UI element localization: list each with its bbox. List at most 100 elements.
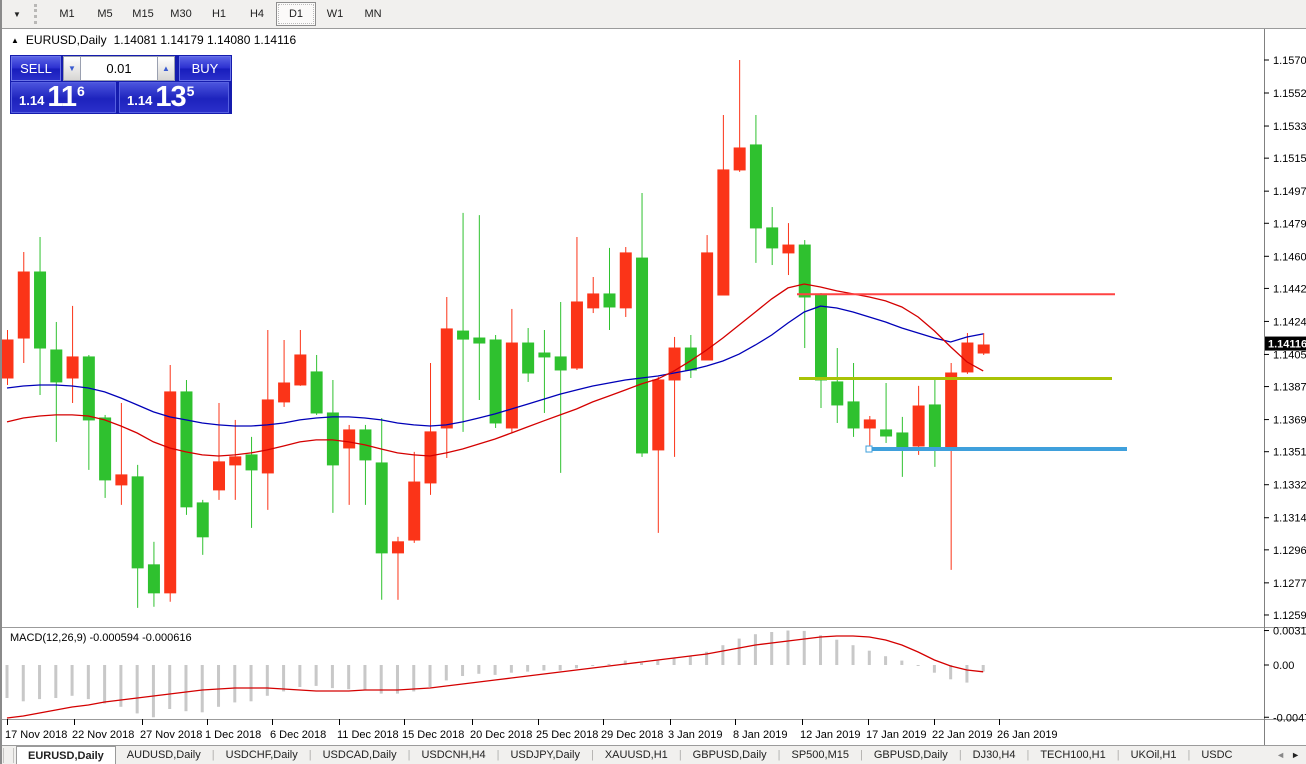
timeframe-button-w1[interactable]: W1 [326, 8, 344, 20]
price-axis-label: 1.15705 [1273, 55, 1306, 67]
tabbar-grip-handle[interactable] [3, 748, 14, 763]
date-axis-label[interactable]: 12 Jan 2019 [800, 729, 861, 741]
tab-audusd-daily[interactable]: AUDUSD,Daily [126, 749, 201, 761]
candle-body [570, 301, 583, 369]
tab-gbpusd-daily[interactable]: GBPUSD,Daily [873, 749, 948, 761]
scroll-tabs-right-icon[interactable]: ► [1291, 750, 1300, 760]
tab-eurusd-daily[interactable]: EURUSD,Daily [16, 746, 116, 764]
scroll-tabs-left-icon[interactable]: ◄ [1276, 750, 1286, 760]
tab-separator: | [678, 749, 682, 761]
macd-histogram-bar [86, 665, 90, 700]
chevron-up-icon: ▲ [162, 64, 170, 73]
tab-separator: | [1026, 749, 1030, 761]
date-axis-label[interactable]: 22 Jan 2019 [932, 729, 993, 741]
sell-price-prefix: 1.14 [19, 93, 45, 108]
volume-stepper: ▼ ▲ [63, 56, 175, 81]
candle-body [766, 227, 779, 249]
timeframe-button-m1[interactable]: M1 [59, 8, 75, 20]
candle-body [896, 432, 909, 449]
date-axis-label[interactable]: 11 Dec 2018 [337, 729, 399, 741]
price-axis-label: 1.12775 [1273, 578, 1306, 590]
date-axis-label[interactable]: 8 Jan 2019 [733, 729, 787, 741]
tab-tech100-h1[interactable]: TECH100,H1 [1040, 749, 1106, 761]
candle-body [636, 257, 649, 454]
candle-body [261, 399, 274, 474]
tab-usdc[interactable]: USDC [1201, 749, 1233, 761]
tab-separator: | [496, 749, 500, 761]
macd-histogram-bar [705, 651, 709, 665]
buy-button[interactable]: BUY [179, 56, 231, 81]
sell-price-display[interactable]: 1.14 11 6 [11, 82, 116, 113]
macd-histogram-bar [184, 665, 188, 712]
candle-body [17, 271, 30, 339]
date-axis-label[interactable]: 1 Dec 2018 [205, 729, 261, 741]
sell-button[interactable]: SELL [11, 56, 61, 81]
tab-gbpusd-daily[interactable]: GBPUSD,Daily [692, 749, 767, 761]
price-axis-label: 1.12595 [1273, 610, 1306, 622]
tab-xauusd-h1[interactable]: XAUUSD,H1 [604, 749, 668, 761]
candle-body [961, 342, 974, 373]
tab-separator: | [859, 749, 863, 761]
tab-scroll-buttons: ◄ ► [1276, 746, 1306, 764]
macd-histogram-bar [672, 658, 676, 665]
tab-dj30-h4[interactable]: DJ30,H4 [972, 749, 1016, 761]
macd-histogram-bar [770, 632, 774, 665]
chevron-down-icon: ▼ [68, 64, 76, 73]
chart-ohlc-values: 1.14081 1.14179 1.14080 1.14116 [113, 33, 297, 47]
timeframe-button-m5[interactable]: M5 [97, 8, 113, 20]
buy-price-display[interactable]: 1.14 13 5 [119, 82, 229, 113]
volume-increase-button[interactable]: ▲ [157, 56, 175, 81]
moving-average-fast [6, 283, 984, 457]
volume-decrease-button[interactable]: ▼ [63, 56, 81, 81]
toolbar-dropdown-button[interactable]: ▼ [4, 3, 30, 25]
candle-body [880, 429, 893, 437]
tab-usdcnh-h4[interactable]: USDCNH,H4 [421, 749, 486, 761]
date-axis-label[interactable]: 20 Dec 2018 [470, 729, 532, 741]
candle-body [375, 462, 388, 554]
tab-separator: | [407, 749, 411, 761]
candle-body [847, 401, 860, 429]
date-axis-label[interactable]: 17 Nov 2018 [5, 729, 67, 741]
price-axis-label: 1.13690 [1273, 415, 1306, 427]
candle-body [99, 417, 112, 481]
macd-histogram-bar [558, 665, 562, 671]
date-axis-label[interactable]: 27 Nov 2018 [140, 729, 202, 741]
candle-body [945, 372, 958, 451]
macd-histogram-bar [151, 665, 155, 718]
timeframe-button-d1[interactable]: D1 [276, 2, 316, 26]
timeframe-button-h1[interactable]: H1 [211, 8, 227, 20]
tab-separator: | [590, 749, 594, 761]
tab-usdcad-daily[interactable]: USDCAD,Daily [322, 749, 397, 761]
timeframe-button-m30[interactable]: M30 [170, 8, 192, 20]
tab-usdchf-daily[interactable]: USDCHF,Daily [225, 749, 298, 761]
candle-body [928, 404, 941, 449]
date-axis-label[interactable]: 3 Jan 2019 [668, 729, 722, 741]
tab-sp500-m15[interactable]: SP500,M15 [791, 749, 849, 761]
tab-usdjpy-daily[interactable]: USDJPY,Daily [510, 749, 580, 761]
trendline-anchor-handle[interactable] [865, 445, 873, 453]
candle-body [457, 330, 470, 340]
timeframe-button-h4[interactable]: H4 [249, 8, 265, 20]
macd-histogram-bar [200, 665, 204, 713]
tab-ukoil-h1[interactable]: UKOil,H1 [1130, 749, 1177, 761]
date-axis-label[interactable]: 22 Nov 2018 [72, 729, 134, 741]
date-axis-label[interactable]: 26 Jan 2019 [997, 729, 1058, 741]
volume-input[interactable] [81, 56, 157, 81]
date-axis-label[interactable]: 15 Dec 2018 [402, 729, 464, 741]
timeframe-button-mn[interactable]: MN [364, 8, 382, 20]
price-axis-label: 1.14605 [1273, 251, 1306, 263]
price-axis-label: 1.14970 [1273, 186, 1306, 198]
price-axis-label: 1.13510 [1273, 447, 1306, 459]
date-axis-label[interactable]: 17 Jan 2019 [866, 729, 927, 741]
date-axis-label[interactable]: 6 Dec 2018 [270, 729, 326, 741]
date-axis-label[interactable]: 25 Dec 2018 [536, 729, 598, 741]
macd-histogram-bar [607, 663, 611, 665]
toolbar-grip-handle[interactable] [34, 4, 44, 24]
candle-body [180, 391, 193, 508]
date-axis-label[interactable]: 29 Dec 2018 [601, 729, 663, 741]
price-axis-label: 1.15520 [1273, 88, 1306, 100]
candle-body [213, 461, 226, 491]
timeframe-button-m15[interactable]: M15 [132, 8, 154, 20]
candle-body [408, 481, 421, 541]
